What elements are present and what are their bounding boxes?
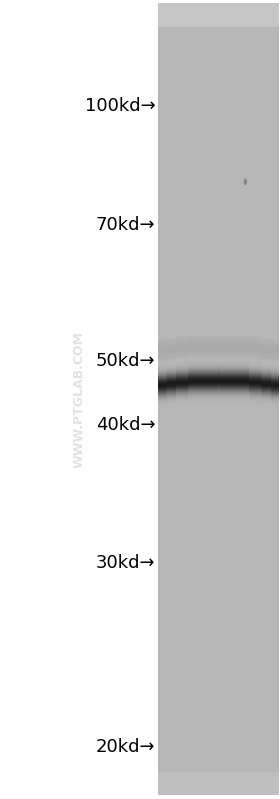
Text: 70kd→: 70kd→: [96, 217, 155, 234]
Text: 50kd→: 50kd→: [96, 352, 155, 370]
Text: 100kd→: 100kd→: [85, 97, 155, 115]
Text: 40kd→: 40kd→: [96, 416, 155, 434]
Text: 30kd→: 30kd→: [96, 555, 155, 572]
Text: 20kd→: 20kd→: [96, 738, 155, 756]
Text: WWW.PTGLAB.COM: WWW.PTGLAB.COM: [73, 331, 86, 468]
